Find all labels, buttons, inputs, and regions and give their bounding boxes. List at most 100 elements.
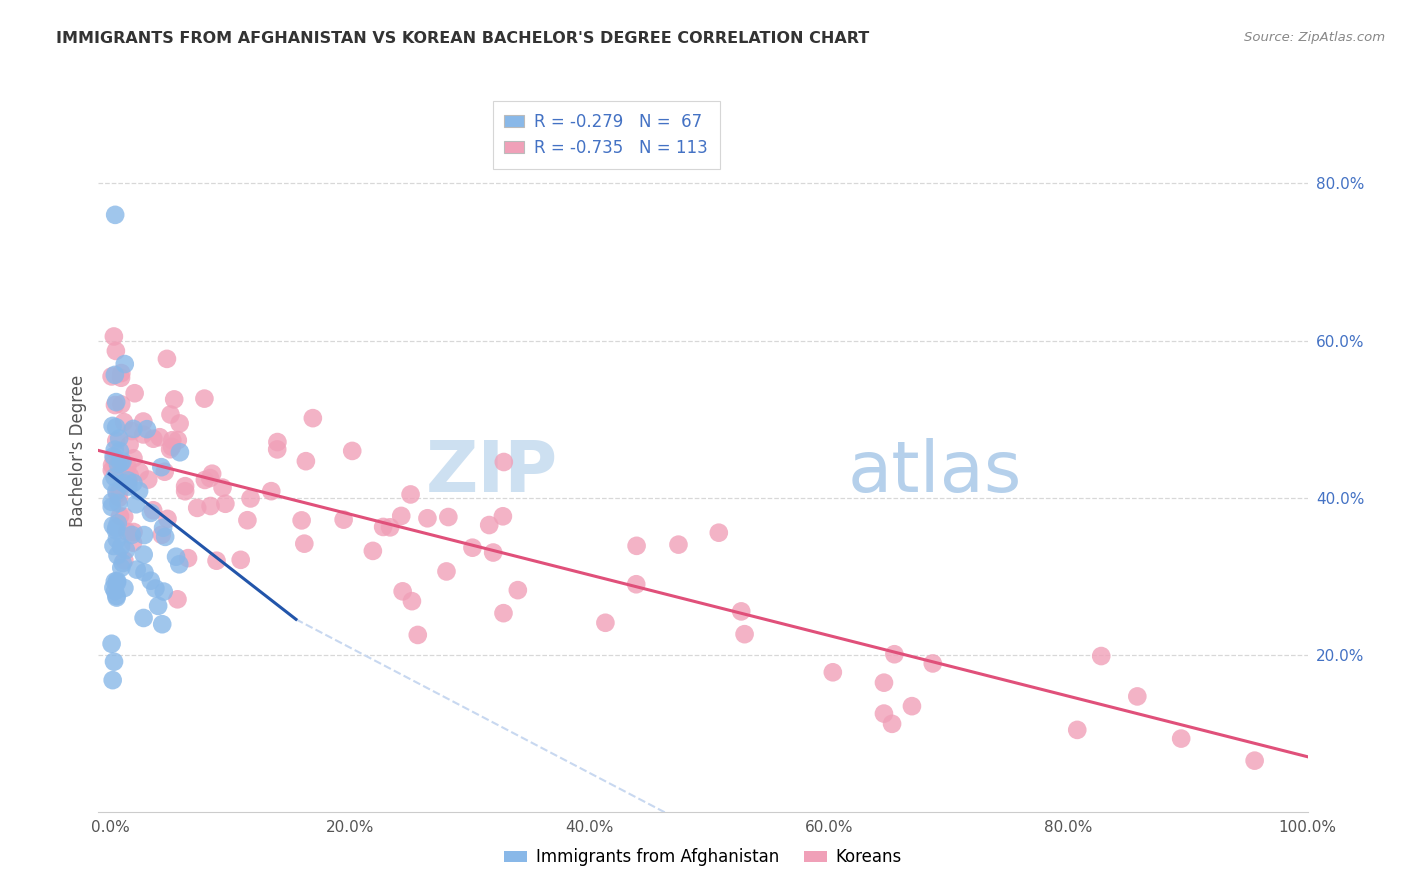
Point [880, 716, 903, 731]
Text: ZIP: ZIP [426, 438, 558, 507]
Point [103, 470, 125, 484]
Point [107, 548, 129, 562]
Point [117, 479, 139, 493]
Point [707, 525, 730, 540]
Point [193, 392, 215, 406]
Point [117, 459, 139, 474]
Point [236, 513, 259, 527]
Point [132, 548, 155, 562]
Point [153, 465, 176, 479]
Point [1090, 648, 1112, 663]
Point [107, 516, 129, 531]
Point [149, 430, 172, 444]
Point [122, 535, 145, 549]
Point [103, 329, 125, 343]
Point [110, 456, 132, 470]
Point [146, 599, 169, 613]
Point [200, 499, 222, 513]
Point [1243, 754, 1265, 768]
Point [169, 417, 191, 431]
Point [111, 454, 134, 468]
Point [122, 524, 145, 539]
Point [139, 574, 162, 588]
Point [416, 511, 439, 525]
Point [104, 442, 127, 457]
Point [103, 581, 125, 595]
Point [145, 582, 167, 596]
Point [107, 465, 129, 479]
Point [373, 520, 395, 534]
Point [159, 408, 181, 422]
Point [668, 538, 690, 552]
Point [406, 628, 429, 642]
Point [492, 509, 515, 524]
Point [105, 484, 128, 499]
Point [100, 475, 122, 489]
Point [136, 473, 159, 487]
Text: atlas: atlas [848, 438, 1022, 507]
Point [101, 458, 124, 472]
Point [437, 510, 460, 524]
Point [100, 495, 122, 509]
Point [152, 584, 174, 599]
Point [122, 475, 145, 490]
Point [150, 460, 173, 475]
Point [260, 484, 283, 499]
Point [118, 473, 141, 487]
Point [108, 491, 131, 505]
Point [121, 424, 143, 438]
Point [104, 343, 127, 358]
Point [177, 551, 200, 566]
Point [105, 434, 128, 448]
Point [124, 386, 146, 401]
Point [156, 351, 179, 366]
Point [132, 415, 155, 429]
Legend: Immigrants from Afghanistan, Koreans: Immigrants from Afghanistan, Koreans [498, 842, 908, 873]
Point [169, 445, 191, 459]
Point [361, 544, 384, 558]
Point [112, 553, 135, 567]
Point [112, 466, 135, 480]
Point [478, 518, 501, 533]
Point [482, 545, 505, 559]
Point [128, 483, 150, 498]
Point [121, 528, 143, 542]
Point [821, 665, 844, 680]
Point [142, 432, 165, 446]
Point [391, 584, 413, 599]
Point [266, 442, 288, 457]
Point [104, 398, 127, 412]
Point [110, 458, 132, 473]
Point [101, 518, 124, 533]
Point [112, 415, 135, 429]
Point [108, 509, 131, 524]
Point [1170, 731, 1192, 746]
Point [108, 431, 131, 445]
Point [229, 553, 252, 567]
Point [174, 484, 197, 499]
Point [105, 574, 128, 588]
Point [342, 444, 364, 458]
Point [104, 584, 127, 599]
Point [239, 491, 262, 506]
Point [198, 471, 221, 485]
Point [292, 536, 315, 550]
Point [105, 591, 128, 605]
Point [104, 524, 127, 538]
Point [734, 627, 756, 641]
Point [156, 512, 179, 526]
Point [103, 539, 125, 553]
Point [201, 467, 224, 481]
Point [107, 458, 129, 472]
Point [104, 368, 127, 382]
Point [105, 532, 128, 546]
Point [291, 513, 314, 527]
Point [108, 483, 131, 498]
Point [107, 496, 129, 510]
Legend: R = -0.279   N =  67, R = -0.735   N = 113: R = -0.279 N = 67, R = -0.735 N = 113 [492, 101, 720, 169]
Point [101, 463, 124, 477]
Point [626, 539, 648, 553]
Point [108, 467, 131, 481]
Point [139, 506, 162, 520]
Point [128, 465, 150, 479]
